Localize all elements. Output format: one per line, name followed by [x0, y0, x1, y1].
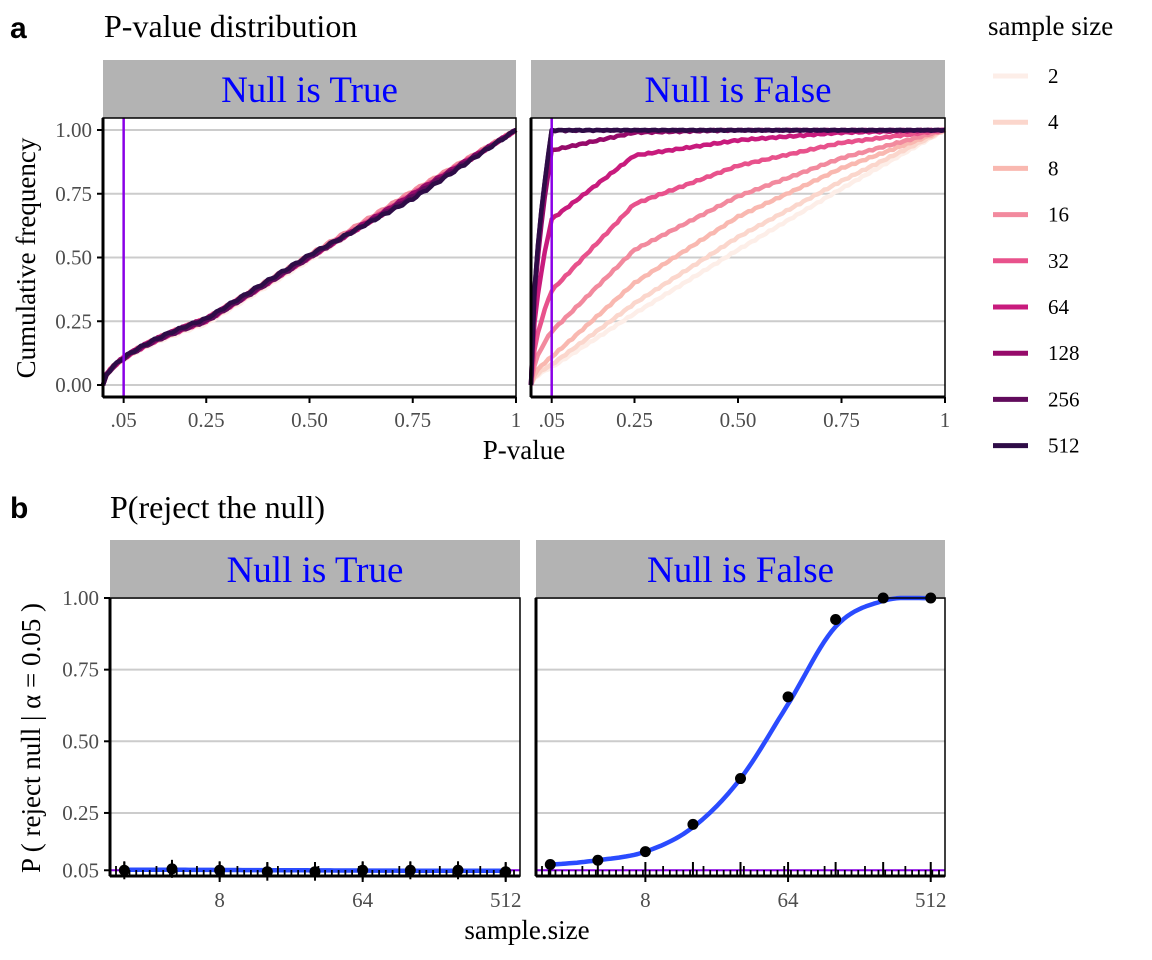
panel-b-y-label: P ( reject null | α = 0.05 ) [16, 603, 46, 873]
frame-b [109, 597, 521, 877]
cdf-line-2 [528, 128, 947, 386]
legend-label-4: 4 [1048, 110, 1059, 134]
data-point-128 [830, 613, 842, 625]
data-point-4 [592, 854, 604, 866]
legend-label-32: 32 [1048, 249, 1069, 273]
x-tick-label: 512 [915, 888, 947, 912]
plot-b-null-true [110, 597, 520, 881]
plot-a-null-true [100, 118, 518, 397]
panel-b-title: P(reject the null) [110, 489, 325, 525]
y-tick-label: 0.75 [55, 182, 92, 206]
legend-label-16: 16 [1048, 203, 1069, 227]
x-tick-label: 8 [640, 888, 651, 912]
data-point-64 [782, 691, 794, 703]
cdf-line-16 [528, 127, 946, 386]
panel-a-letter: a [10, 12, 27, 45]
strip-a-right [531, 60, 945, 118]
x-tick-label: 0.25 [616, 408, 653, 432]
legend-label-2: 2 [1048, 64, 1059, 88]
plot-a-null-false [528, 118, 947, 397]
x-tick-label: 0.75 [823, 408, 860, 432]
cdf-line-4 [528, 128, 947, 386]
panel-a-x-label: P-value [483, 435, 565, 465]
legend-title: sample size [988, 11, 1113, 41]
cdf-line-8 [528, 127, 947, 386]
cdf-line-512 [100, 128, 518, 386]
axes-b: 8 64 512 8 64 512 0.05 0.25 0.50 0.75 1.00 [62, 586, 946, 912]
y-tick-label: 1.00 [62, 586, 99, 610]
strip-a-right-label: Null is False [644, 70, 831, 111]
y-tick-label: 0.25 [55, 309, 92, 333]
y-tick-label: 0.05 [62, 858, 99, 882]
x-tick-label: .05 [111, 408, 137, 432]
y-tick-label: 0.25 [62, 801, 99, 825]
legend-label-64: 64 [1048, 295, 1070, 319]
x-tick-label: 64 [352, 888, 374, 912]
y-tick-label: 0.75 [62, 658, 99, 682]
x-tick-label: 64 [778, 888, 800, 912]
x-tick-label: 0.75 [394, 408, 431, 432]
legend-label-512: 512 [1048, 434, 1080, 458]
panel-a-title: P-value distribution [104, 8, 357, 44]
strip-b-left [110, 540, 520, 598]
plot-b-null-false [536, 592, 945, 876]
x-tick-label: 1 [940, 408, 951, 432]
y-tick-label: 0.50 [62, 729, 99, 753]
x-tick-label: 1 [511, 408, 522, 432]
axes-a: .05 0.25 0.50 0.75 1 .05 0.25 0.50 0.75 1 0.00 0.25… [55, 117, 951, 432]
data-point-16 [687, 818, 699, 830]
frame-b [535, 597, 946, 877]
y-tick-label: 0.50 [55, 246, 92, 270]
data-point-8 [639, 846, 651, 858]
panel-b-x-label: sample.size [464, 915, 589, 945]
legend-label-128: 128 [1048, 341, 1080, 365]
y-tick-label: 0.00 [55, 373, 92, 397]
data-point-32 [735, 773, 746, 785]
x-tick-label: 0.50 [720, 408, 757, 432]
strip-b-left-label: Null is True [227, 550, 404, 591]
x-tick-label: 0.25 [188, 408, 225, 432]
legend-label-8: 8 [1048, 156, 1059, 180]
legend: 2 4 8 16 32 64 128 256 512 [993, 64, 1080, 458]
strip-b-right-label: Null is False [647, 550, 834, 591]
x-tick-label: 0.50 [291, 408, 328, 432]
strip-b-right [536, 540, 945, 598]
cdf-line-512 [528, 127, 946, 386]
strip-a-left [103, 60, 516, 118]
legend-label-256: 256 [1048, 387, 1080, 411]
x-tick-label: 512 [490, 888, 522, 912]
strip-a-left-label: Null is True [221, 70, 398, 111]
x-tick-label: 8 [214, 888, 225, 912]
panel-b-letter: b [10, 492, 28, 525]
panel-a-y-label: Cumulative frequency [11, 137, 41, 378]
y-tick-label: 1.00 [55, 118, 92, 142]
cdf-line-32 [528, 127, 945, 386]
x-tick-label: .05 [539, 408, 565, 432]
fit-curve [550, 595, 931, 867]
